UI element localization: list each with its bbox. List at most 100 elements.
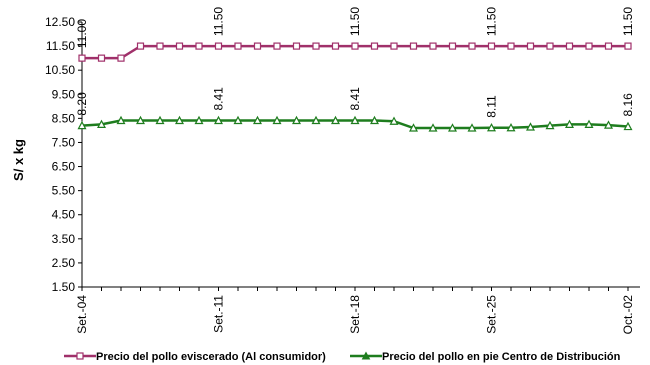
series-point bbox=[564, 119, 575, 128]
series-point bbox=[390, 42, 398, 50]
series-point bbox=[273, 42, 281, 50]
series-point bbox=[252, 115, 263, 125]
y-tick-label: 1.50 bbox=[52, 280, 76, 294]
series-layer bbox=[77, 42, 633, 132]
series-point bbox=[468, 42, 476, 50]
series-point bbox=[292, 42, 301, 50]
series-point bbox=[370, 42, 379, 50]
series-point bbox=[311, 115, 321, 125]
y-tick-label: 11.50 bbox=[46, 39, 75, 53]
series-point bbox=[603, 120, 614, 129]
series-point bbox=[116, 115, 126, 125]
series-point bbox=[253, 42, 262, 50]
series-point bbox=[585, 42, 593, 50]
series-point bbox=[156, 42, 164, 50]
y-axis-label: S/ x kg bbox=[11, 139, 26, 181]
series-point bbox=[546, 42, 554, 50]
series-point bbox=[545, 120, 555, 130]
y-tick-label: 3.50 bbox=[52, 232, 76, 246]
y-tick-label: 7.50 bbox=[52, 135, 76, 149]
series-point bbox=[213, 115, 224, 125]
series-point bbox=[565, 42, 574, 50]
legend-marker bbox=[76, 352, 84, 360]
data-label: 11.50 bbox=[348, 7, 362, 36]
series-point bbox=[448, 42, 457, 50]
y-ticks: 1.50 2.50 3.50 4.50 5.50 6.50 7.50 8.50 9.50 10.5… bbox=[45, 15, 82, 294]
data-label: 11.50 bbox=[212, 7, 226, 36]
data-label: 8.16 bbox=[621, 93, 635, 117]
series-point bbox=[272, 115, 282, 125]
series-point bbox=[623, 121, 633, 131]
data-label: 8.11 bbox=[485, 95, 499, 118]
y-tick-label: 9.50 bbox=[52, 87, 76, 101]
axes bbox=[81, 22, 640, 288]
series-point bbox=[428, 123, 438, 132]
series-point bbox=[117, 54, 125, 62]
series-point bbox=[429, 42, 437, 50]
series-point bbox=[525, 122, 536, 131]
series-point bbox=[135, 115, 146, 125]
series-point bbox=[233, 115, 243, 125]
x-tick-label: Oct.-02 bbox=[621, 295, 635, 335]
series-point bbox=[96, 119, 107, 128]
data-label: 8.41 bbox=[348, 87, 362, 111]
x-tick-label: Set.-11 bbox=[212, 295, 226, 333]
y-axis-title-group: S/ x kg bbox=[11, 139, 26, 181]
data-label: 11.50 bbox=[621, 7, 635, 36]
series-point bbox=[194, 115, 204, 125]
series-point bbox=[330, 115, 341, 125]
series-point bbox=[155, 115, 165, 125]
series-point bbox=[389, 116, 399, 125]
x-tick-label: Set.-25 bbox=[485, 295, 499, 334]
series-point bbox=[174, 115, 185, 125]
series-point bbox=[136, 42, 145, 50]
legend-marker bbox=[361, 351, 371, 360]
series-point bbox=[214, 42, 223, 50]
y-tick-label: 12.50 bbox=[45, 15, 75, 29]
series-point bbox=[487, 42, 496, 50]
series-point bbox=[447, 123, 458, 132]
data-label: 8.41 bbox=[212, 87, 226, 111]
y-tick-label: 4.50 bbox=[52, 208, 76, 222]
series-point bbox=[624, 42, 632, 50]
legend: Precio del pollo eviscerado (Al consumid… bbox=[64, 351, 621, 363]
legend-item-2: Precio del pollo en pie Centro de Distri… bbox=[350, 351, 621, 363]
series-point bbox=[486, 122, 497, 132]
series-2 bbox=[77, 115, 633, 132]
series-point bbox=[408, 123, 419, 132]
series-point bbox=[409, 42, 418, 50]
series-point bbox=[97, 54, 106, 62]
series-point bbox=[234, 42, 242, 50]
x-tick-label: Set.-18 bbox=[348, 295, 362, 334]
series-point bbox=[331, 42, 340, 50]
legend-item-1: Precio del pollo eviscerado (Al consumid… bbox=[64, 351, 326, 363]
x-tick-label: Set.-04 bbox=[75, 295, 89, 334]
data-label: 11.00 bbox=[75, 19, 89, 48]
series-point bbox=[526, 42, 535, 50]
series-1 bbox=[78, 42, 632, 62]
series-point bbox=[369, 115, 380, 125]
series-point bbox=[467, 123, 477, 132]
series-point bbox=[506, 122, 516, 132]
legend-label: Precio del pollo eviscerado (Al consumid… bbox=[96, 351, 326, 363]
legend-label: Precio del pollo en pie Centro de Distri… bbox=[382, 351, 621, 363]
series-point bbox=[175, 42, 184, 50]
data-label: 11.50 bbox=[485, 7, 499, 36]
y-tick-label: 5.50 bbox=[52, 184, 76, 198]
y-tick-label: 10.50 bbox=[45, 63, 75, 77]
series-point bbox=[78, 54, 86, 62]
y-tick-label: 8.50 bbox=[52, 111, 76, 125]
series-point bbox=[507, 42, 515, 50]
series-point bbox=[77, 120, 87, 130]
data-label: 8.20 bbox=[75, 92, 89, 116]
series-point bbox=[351, 42, 359, 50]
series-point bbox=[195, 42, 203, 50]
data-labels: 11.00 11.50 11.50 11.50 11.50 8.20 8.41 8.41 8.1… bbox=[75, 7, 635, 118]
series-point bbox=[312, 42, 320, 50]
series-point bbox=[350, 115, 360, 125]
series-point bbox=[604, 42, 613, 50]
y-tick-label: 6.50 bbox=[52, 160, 76, 174]
x-ticks: Set.-04 Set.-11 Set.-18 Set.-25 Oct.-02 bbox=[75, 287, 635, 334]
